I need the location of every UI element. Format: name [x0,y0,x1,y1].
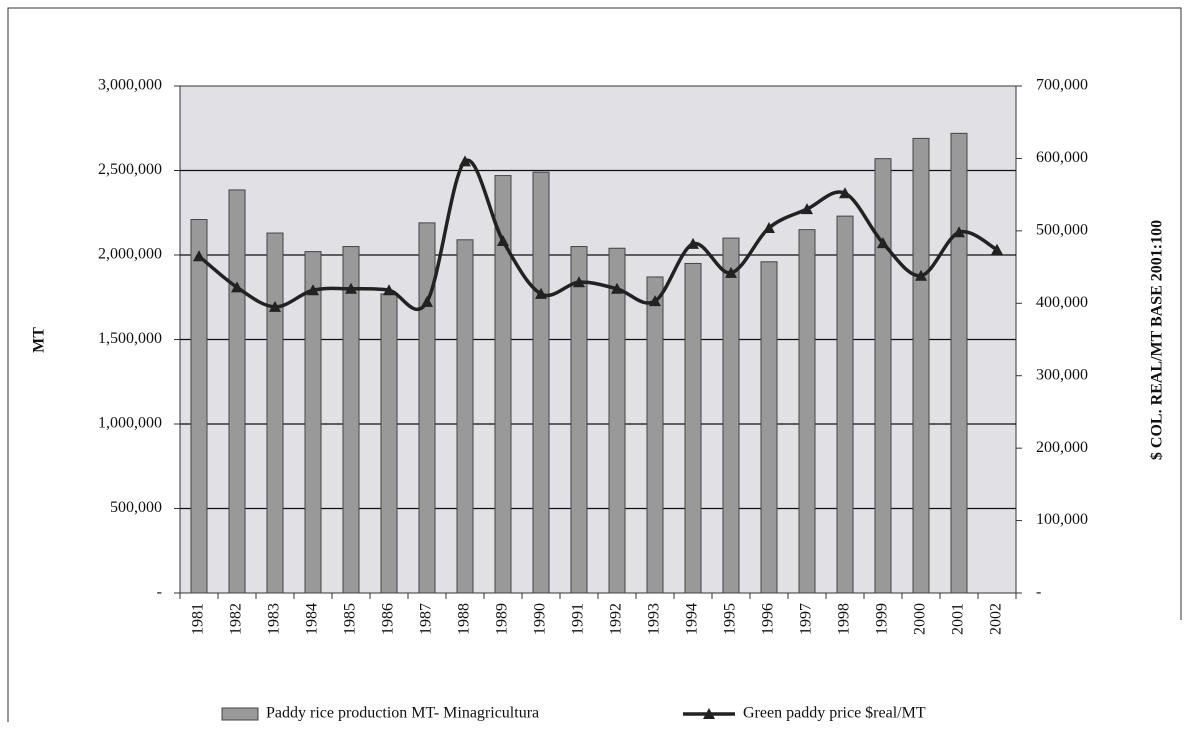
line-marker [231,281,243,293]
legend-label: Paddy rice production MT- Minagricultura [266,705,539,722]
bar [798,229,816,594]
line [197,158,998,312]
x-tick-label: 1999 [874,603,891,635]
line-marker [535,287,547,299]
bar [570,246,588,594]
line-marker [383,284,395,296]
x-tick-label: 1988 [456,603,473,635]
line-marker [345,282,357,294]
bar [342,246,360,594]
line-marker [459,155,471,167]
line-marker [497,234,509,246]
x-tick-label: 1996 [760,603,777,635]
line-marker [421,295,433,307]
y-tick-label: 2,000,000 [98,246,162,263]
y-tick-label: 500,000 [110,499,162,516]
line-marker [573,276,585,288]
y2-tick-label: 100,000 [1036,511,1088,528]
y2-tick-label: - [1036,584,1041,601]
x-tick-label: 2002 [988,603,1005,635]
legend-swatch [221,707,259,721]
bar [684,262,702,594]
bar [950,132,968,594]
y2-tick-label: 600,000 [1036,149,1088,166]
x-tick-label: 2000 [912,603,929,635]
y-tick-label: - [157,584,162,601]
y-tick-label: 1,000,000 [98,415,162,432]
bar [722,237,740,594]
line-marker [953,226,965,238]
bar [608,247,626,594]
x-tick-label: 1994 [684,603,701,635]
x-tick-label: 1983 [266,603,283,635]
y2-tick-label: 300,000 [1036,366,1088,383]
x-tick-label: 1992 [608,603,625,635]
line-marker [877,237,889,249]
y-tick-label: 2,500,000 [98,161,162,178]
x-tick-label: 1986 [380,603,397,635]
line-marker [915,269,927,281]
y2-tick-label: 200,000 [1036,439,1088,456]
y2-tick-label: 400,000 [1036,294,1088,311]
line-marker [687,237,699,249]
x-tick-label: 1993 [646,603,663,635]
bar [380,293,398,594]
x-tick-label: 1998 [836,603,853,635]
line-marker [649,295,661,307]
x-tick-label: 1985 [342,603,359,635]
bar [874,158,892,594]
frame [7,7,1182,722]
x-tick-label: 1984 [304,603,321,635]
bar [456,239,474,594]
x-tick-label: 2001 [950,603,967,635]
line-marker [307,284,319,296]
bar [836,215,854,594]
line-marker [725,266,737,278]
legend-label: Green paddy price $real/MT [743,705,926,722]
line-marker [611,282,623,294]
bar [266,232,284,594]
line-marker [839,187,851,199]
line-marker [193,250,205,262]
bar [646,276,664,594]
y2-axis-title: $ COL. REAL/MT BASE 2001:100 [1149,220,1166,460]
bar [418,222,436,594]
legend-marker [703,708,715,719]
x-tick-label: 1982 [228,603,245,635]
bar [532,171,550,594]
line-marker [269,300,281,312]
y2-tick-label: 500,000 [1036,222,1088,239]
line-marker [801,203,813,215]
x-tick-label: 1989 [494,603,511,635]
line-marker [991,243,1003,255]
x-tick-label: 1995 [722,603,739,635]
x-tick-label: 1987 [418,603,435,635]
x-tick-label: 1991 [570,603,587,635]
bar [494,175,512,594]
x-tick-label: 1997 [798,603,815,635]
x-tick-label: 1990 [532,603,549,635]
bar [912,137,930,594]
y-tick-label: 3,000,000 [98,77,162,94]
line-marker [763,221,775,233]
bar [760,261,778,594]
y2-tick-label: 700,000 [1036,77,1088,94]
bar [304,251,322,594]
x-tick-label: 1981 [190,603,207,635]
bar [228,189,246,594]
y-axis-title: MT [31,327,48,353]
y-tick-label: 1,500,000 [98,330,162,347]
bar [190,219,208,594]
